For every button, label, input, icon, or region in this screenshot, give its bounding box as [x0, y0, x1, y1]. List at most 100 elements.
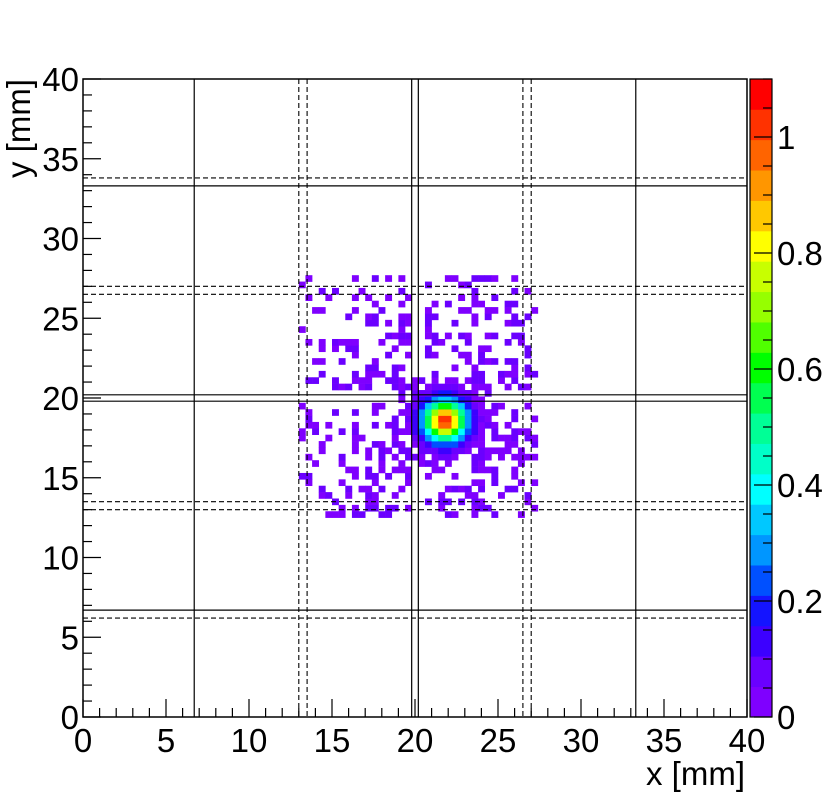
heatmap-cell: [365, 313, 373, 321]
heatmap-cell: [418, 447, 426, 455]
heatmap-cell: [431, 300, 439, 308]
heatmap-cell: [491, 294, 499, 302]
heatmap-cell: [338, 358, 346, 365]
heatmap-cell: [504, 447, 512, 455]
heatmap-cell: [411, 415, 419, 423]
heatmap-cell: [418, 460, 426, 467]
heatmap-cell: [351, 466, 359, 474]
heatmap-cell: [458, 332, 466, 340]
colorbar-segment: [750, 261, 772, 293]
colorbar-segment: [750, 686, 772, 718]
y-tick-label: 20: [42, 380, 79, 417]
heatmap-cell: [511, 415, 519, 423]
x-tick-label: 20: [397, 722, 434, 759]
heatmap-cell: [464, 447, 472, 455]
heatmap-cell: [438, 434, 446, 442]
heatmap-cells: [298, 275, 539, 518]
heatmap-cell: [391, 370, 399, 378]
heatmap-cell: [511, 275, 519, 282]
heatmap-cell: [385, 332, 393, 340]
heatmap-cell: [444, 300, 452, 308]
heatmap-cell: [391, 492, 399, 499]
heatmap-cell: [491, 479, 499, 487]
heatmap-cell: [524, 402, 532, 410]
heatmap-cell: [332, 345, 339, 353]
heatmap-cell: [511, 441, 519, 448]
heatmap-cell: [398, 377, 406, 384]
x-axis-title: x [mm]: [646, 755, 745, 792]
heatmap-cell: [524, 383, 532, 391]
heatmap-cell: [391, 345, 399, 353]
heatmap-cell: [444, 434, 452, 442]
heatmap-cell: [431, 332, 439, 340]
heatmap-cell: [431, 396, 439, 404]
heatmap-cell: [444, 447, 452, 455]
heatmap-cell: [332, 377, 339, 384]
y-tick-label: 15: [42, 460, 79, 497]
heatmap-cell: [524, 453, 532, 461]
heatmap-cell: [478, 447, 486, 455]
heatmap-cell: [438, 338, 446, 346]
heatmap-cell: [378, 338, 386, 346]
heatmap-cell: [444, 441, 452, 448]
heatmap-cell: [451, 364, 459, 372]
heatmap-cell: [405, 466, 412, 474]
y-tick-label: 0: [61, 699, 79, 736]
heatmap-cell: [411, 428, 419, 435]
heatmap-cell: [464, 485, 472, 493]
axis-ticks: [82, 78, 748, 718]
y-tick-label: 30: [42, 221, 79, 258]
colorbar-tick-label: 0.8: [777, 235, 823, 272]
heatmap-cell: [451, 511, 459, 518]
y-tick-label: 5: [61, 619, 79, 656]
heatmap-cell: [418, 396, 426, 404]
heatmap-cell: [371, 441, 379, 448]
heatmap-cell: [351, 409, 359, 416]
heatmap-cell: [391, 415, 399, 423]
heatmap-cell: [345, 485, 353, 493]
heatmap-cell: [438, 441, 446, 448]
heatmap-cell: [351, 504, 359, 512]
colorbar-tick-label: 0.2: [777, 583, 823, 620]
heatmap-cell: [345, 313, 353, 321]
heatmap-cell: [325, 294, 333, 302]
heatmap-cell: [438, 415, 446, 423]
heatmap-cell: [511, 332, 519, 340]
heatmap-cell: [478, 428, 486, 435]
heatmap-cell: [305, 377, 313, 384]
heatmap-cell: [531, 434, 539, 442]
heatmap-cell: [471, 383, 479, 391]
heatmap-cell: [405, 472, 412, 480]
heatmap-cell: [498, 453, 505, 461]
x-tick-label: 15: [314, 722, 351, 759]
heatmap-cell: [398, 383, 406, 391]
heatmap-cell: [511, 377, 519, 384]
heatmap-cell: [305, 275, 313, 282]
colorbar-segment: [750, 352, 772, 384]
heatmap-cell: [345, 345, 353, 353]
heatmap-cell: [424, 447, 432, 455]
heatmap-cell: [418, 402, 426, 410]
heatmap-cell: [398, 275, 406, 282]
heatmap-cell: [332, 287, 339, 295]
heatmap-cell: [517, 460, 525, 467]
heatmap-cell: [444, 409, 452, 416]
heatmap-cell: [464, 332, 472, 340]
heatmap-cell: [405, 338, 412, 346]
heatmap-cell: [411, 377, 419, 384]
heatmap-cell: [531, 453, 539, 461]
heatmap-cell: [378, 370, 386, 378]
heatmap-cell: [511, 287, 519, 295]
heatmap-cell: [325, 492, 333, 499]
heatmap-cell: [298, 281, 306, 289]
heatmap-cell: [411, 421, 419, 429]
heatmap-cell: [491, 409, 499, 416]
heatmap-cell: [418, 421, 426, 429]
heatmap-cell: [365, 447, 373, 455]
heatmap-cell: [444, 421, 452, 429]
heatmap-cell: [504, 338, 512, 346]
heatmap-cell: [358, 434, 366, 442]
y-tick-label: 25: [42, 300, 79, 337]
heatmap-cell: [405, 453, 412, 461]
heatmap-cell: [351, 447, 359, 455]
